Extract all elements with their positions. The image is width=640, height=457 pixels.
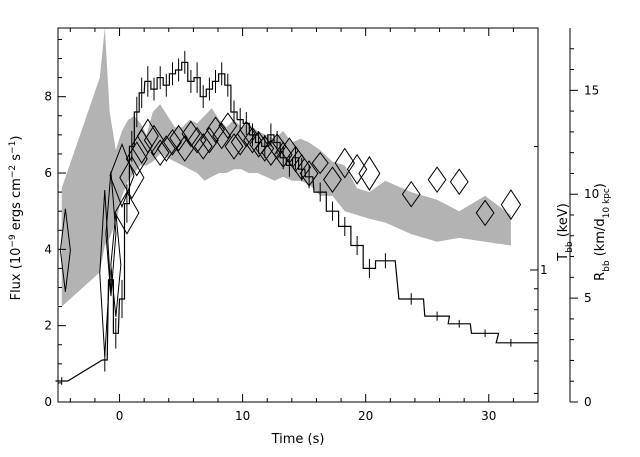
x-tick-label: 10 bbox=[235, 409, 250, 423]
flux-tick-label: 2 bbox=[44, 319, 52, 333]
radius-diamond bbox=[230, 128, 250, 156]
radius-tick-label: 5 bbox=[584, 291, 592, 305]
radius-diamond bbox=[114, 191, 140, 235]
radius-diamond bbox=[323, 166, 342, 194]
radius-diamond bbox=[212, 122, 232, 150]
flux-tick-label: 6 bbox=[44, 166, 52, 180]
radius-diamond bbox=[110, 212, 122, 317]
y-axis-label-flux: Flux (10−9 ergs cm−2 s−1) bbox=[8, 136, 24, 301]
temperature-band bbox=[61, 28, 511, 307]
radius-diamond bbox=[475, 199, 495, 227]
radius-diamond bbox=[346, 153, 368, 185]
radius-diamond bbox=[163, 128, 182, 156]
radius-tick-label: 10 bbox=[584, 187, 599, 201]
x-tick-label: 20 bbox=[358, 409, 373, 423]
flux-tick-label: 8 bbox=[44, 90, 52, 104]
radius-diamond bbox=[136, 118, 159, 154]
radius-diamond bbox=[236, 120, 256, 148]
radius-diamond bbox=[249, 131, 269, 158]
radius-tick-label: 0 bbox=[584, 395, 592, 409]
flux-histogram-line bbox=[55, 61, 538, 382]
plot-frame bbox=[57, 27, 539, 403]
radius-diamond bbox=[218, 112, 238, 139]
x-tick-label: 30 bbox=[481, 409, 496, 423]
y-axis-label-radius: Rbb (km/d10 kpc) bbox=[593, 183, 612, 281]
temperature-tick-label: 1 bbox=[540, 263, 548, 277]
radius-diamond bbox=[156, 135, 176, 162]
radius-diamond bbox=[299, 160, 319, 187]
flux-series-layer bbox=[55, 50, 538, 385]
radius-diamond bbox=[243, 126, 262, 154]
radius-diamond bbox=[401, 180, 421, 208]
radius-diamond bbox=[193, 133, 213, 160]
radius-diamond bbox=[130, 128, 153, 164]
radius-diamond bbox=[181, 120, 201, 148]
radius-diamond bbox=[358, 155, 381, 192]
flux-tick-label: 4 bbox=[44, 242, 52, 256]
radius-diamond bbox=[143, 124, 165, 156]
x-tick-label: 0 bbox=[116, 409, 124, 423]
radius-diamond bbox=[169, 124, 189, 152]
radius-diamond bbox=[449, 168, 469, 196]
radius-diamond bbox=[255, 135, 275, 162]
radius-diamond bbox=[500, 189, 522, 221]
flux-tick-label: 0 bbox=[44, 395, 52, 409]
x-axis-label: Time (s) bbox=[271, 432, 325, 447]
radius-diamond bbox=[224, 133, 244, 160]
radius-diamond bbox=[261, 139, 281, 167]
axis-layer: 0 10 20 30 0 2 4 6 8 0 5 10 15 1 bbox=[44, 28, 599, 423]
radius-diamond bbox=[311, 151, 329, 175]
radius-diamond bbox=[150, 139, 170, 167]
radius-diamond bbox=[105, 171, 117, 297]
radius-diamond bbox=[125, 141, 148, 177]
radius-diamond bbox=[59, 208, 71, 292]
radius-series-layer bbox=[59, 112, 522, 357]
radius-diamond bbox=[334, 147, 355, 179]
radius-diamond bbox=[206, 116, 225, 144]
radius-diamond bbox=[99, 190, 111, 357]
radius-tick-label: 15 bbox=[584, 83, 599, 97]
y-axis-label-temperature: Tbb (keV) bbox=[556, 203, 575, 262]
radius-diamond bbox=[199, 126, 219, 154]
temperature-band-layer bbox=[61, 28, 511, 307]
radius-diamond bbox=[273, 141, 293, 169]
radius-diamond bbox=[427, 166, 447, 194]
